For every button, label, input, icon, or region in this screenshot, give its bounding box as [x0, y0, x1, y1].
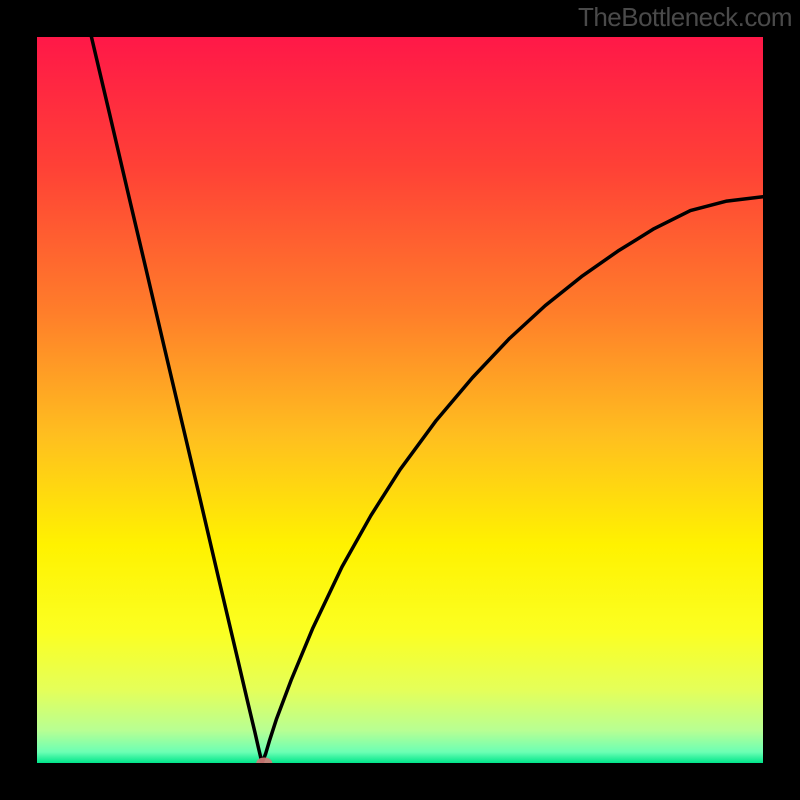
- watermark-text: TheBottleneck.com: [578, 2, 792, 33]
- bottleneck-chart: [0, 0, 800, 800]
- plot-gradient-bg: [37, 37, 763, 763]
- chart-canvas: TheBottleneck.com: [0, 0, 800, 800]
